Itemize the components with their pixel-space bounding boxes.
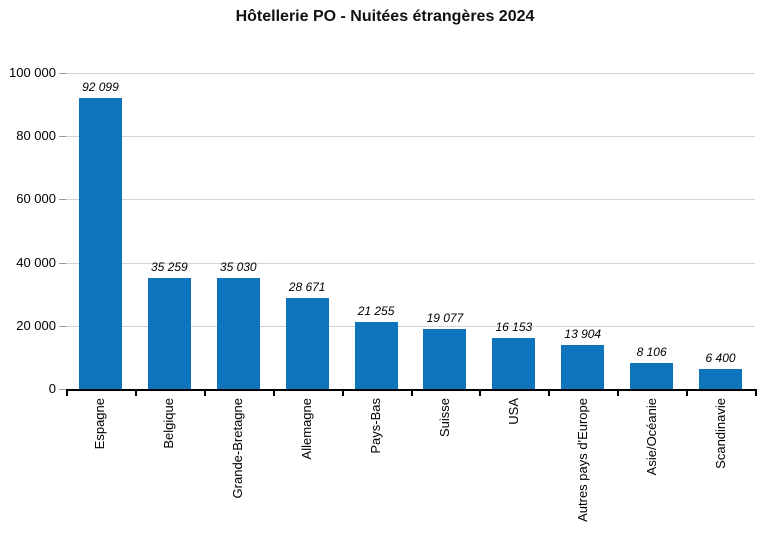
x-axis-tick <box>410 389 413 396</box>
x-category-label: USA <box>505 398 521 425</box>
y-axis-tick-label: 20 000 <box>16 317 56 333</box>
x-category-label: Espagne <box>92 398 108 450</box>
x-axis-tick <box>341 389 344 396</box>
gridline <box>66 262 755 264</box>
x-category-label: Suisse <box>436 398 452 438</box>
x-category-label: Pays-Bas <box>368 398 384 454</box>
x-axis-tick <box>66 389 68 396</box>
bar-value-label: 16 153 <box>495 319 533 334</box>
x-category-label: Asie/Océanie <box>643 398 659 476</box>
y-axis-tick <box>59 136 66 138</box>
y-axis-tick-label: 0 <box>48 381 56 396</box>
gridline <box>66 73 755 74</box>
bar-value-label: 28 671 <box>288 280 326 295</box>
x-axis-tick <box>686 389 689 396</box>
x-axis-tick <box>203 389 206 396</box>
y-axis-tick <box>59 262 66 264</box>
y-axis-tick-label: 80 000 <box>16 128 56 144</box>
bar <box>492 337 536 389</box>
bar-value-label: 6 400 <box>705 350 736 365</box>
bar <box>423 328 467 389</box>
bar <box>561 345 605 389</box>
y-axis-tick-label: 60 000 <box>16 191 56 207</box>
bar <box>354 321 398 389</box>
gridline <box>66 136 755 138</box>
y-axis-tick-label: 40 000 <box>16 254 56 270</box>
bar-value-label: 13 904 <box>564 327 602 342</box>
x-category-label: Scandinavie <box>712 398 728 469</box>
y-axis-tick <box>59 199 66 201</box>
bar <box>285 298 329 389</box>
y-axis-tick-label: 100 000 <box>9 65 56 80</box>
y-axis-tick <box>59 73 66 74</box>
gridline <box>66 325 755 327</box>
x-category-label: Allemagne <box>299 398 315 460</box>
x-category-label: Autres pays d'Europe <box>574 398 590 522</box>
bar <box>216 278 260 389</box>
bar <box>147 277 191 389</box>
bar <box>699 368 743 389</box>
y-axis-tick <box>59 389 66 390</box>
x-axis-tick <box>272 389 275 396</box>
x-category-label: Belgique <box>161 398 177 449</box>
bar-value-label: 19 077 <box>426 310 464 325</box>
bar-value-label: 8 106 <box>636 345 667 360</box>
x-axis-tick <box>479 389 482 396</box>
bar-value-label: 35 259 <box>150 259 188 274</box>
x-axis-tick <box>755 389 757 396</box>
x-category-label: Grande-Bretagne <box>230 398 246 499</box>
x-axis-tick <box>548 389 551 396</box>
bar-value-label: 92 099 <box>82 79 119 94</box>
x-axis-tick <box>617 389 620 396</box>
gridline <box>66 199 755 201</box>
bar-value-label: 21 255 <box>357 303 395 318</box>
bar <box>78 97 122 389</box>
chart-title: Hôtellerie PO - Nuitées étrangères 2024 <box>235 8 535 25</box>
bar <box>630 363 674 389</box>
x-axis-tick <box>134 389 137 396</box>
bar-value-label: 35 030 <box>219 260 257 275</box>
y-axis-tick <box>59 325 66 327</box>
